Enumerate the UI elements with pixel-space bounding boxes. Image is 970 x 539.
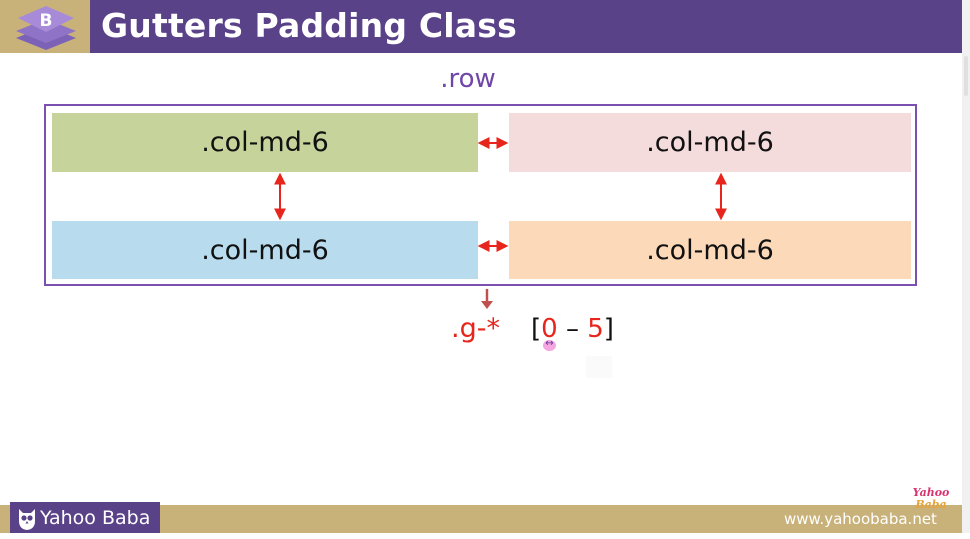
owl-logo-icon bbox=[19, 509, 35, 530]
bootstrap-logo-icon: B bbox=[16, 6, 76, 50]
watermark-line2: Baba bbox=[915, 498, 947, 511]
scrollbar[interactable] bbox=[962, 0, 970, 539]
scrollbar-thumb[interactable] bbox=[964, 56, 968, 96]
range-dash: – bbox=[557, 314, 588, 344]
header-bar bbox=[90, 0, 962, 53]
column-bottom-left: .col-md-6 bbox=[52, 221, 478, 279]
column-top-left: .col-md-6 bbox=[52, 113, 478, 172]
column-top-right: .col-md-6 bbox=[509, 113, 911, 172]
background-artifact bbox=[586, 356, 612, 378]
page-title: Gutters Padding Class bbox=[101, 6, 517, 45]
footer-url: www.yahoobaba.net bbox=[784, 510, 937, 528]
footer-brand-name: Yahoo Baba bbox=[40, 507, 151, 529]
range-max: 5 bbox=[587, 314, 604, 344]
watermark-line1: Yahoo bbox=[912, 486, 950, 499]
range-open: [ bbox=[531, 314, 542, 344]
column-bottom-right: .col-md-6 bbox=[509, 221, 911, 279]
row-label: .row bbox=[440, 64, 496, 94]
gutter-class-label: .g-* bbox=[451, 313, 500, 344]
row-container bbox=[44, 104, 917, 286]
watermark-logo: Yahoo Baba bbox=[910, 487, 952, 511]
range-min: 0 bbox=[541, 314, 558, 344]
mouse-cursor bbox=[543, 340, 556, 351]
gutter-range: [0 – 5] bbox=[531, 314, 614, 344]
footer-bar bbox=[0, 505, 962, 533]
bottom-strip bbox=[0, 533, 970, 539]
range-close: ] bbox=[603, 314, 614, 344]
resize-cursor-icon: ↔ bbox=[545, 338, 554, 349]
svg-text:B: B bbox=[40, 11, 53, 31]
